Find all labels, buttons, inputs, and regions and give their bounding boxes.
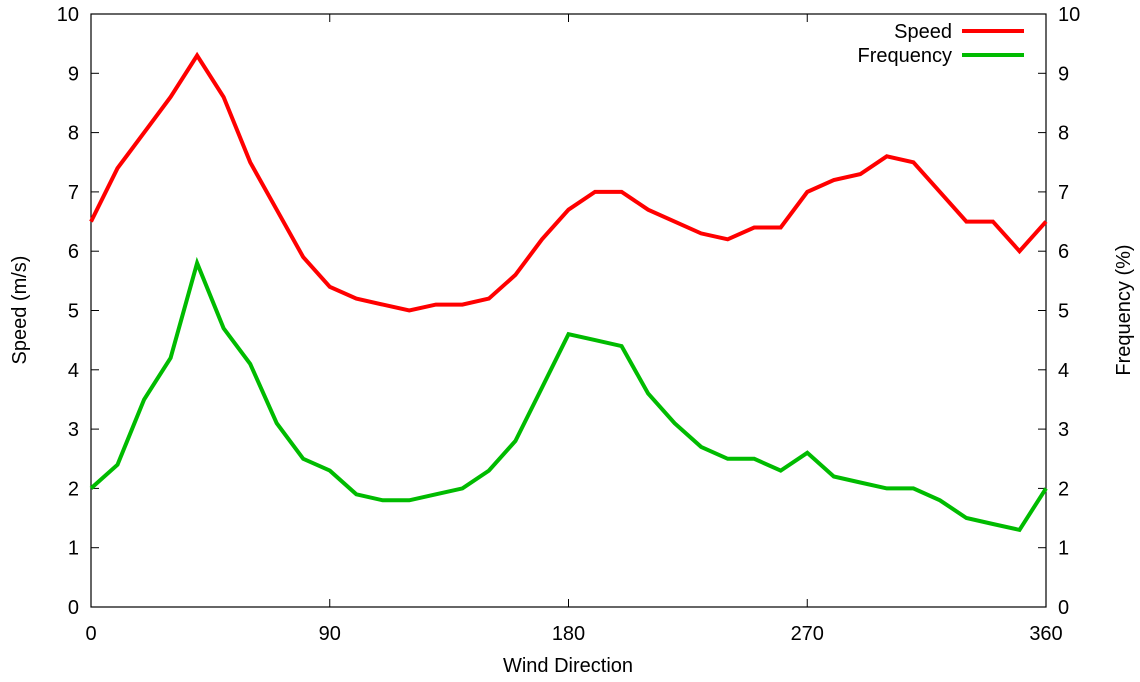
y-tick-label: 6 (68, 241, 79, 263)
y2-tick-label: 7 (1058, 182, 1069, 204)
y2-tick-label: 2 (1058, 478, 1069, 500)
y-axis-title: Speed (m/s) (9, 256, 31, 365)
legend-label-speed: Speed (894, 21, 952, 43)
y-tick-label: 0 (68, 597, 79, 619)
y-tick-label: 9 (68, 63, 79, 85)
y2-tick-label: 4 (1058, 360, 1069, 382)
y-tick-label: 5 (68, 301, 79, 323)
x-tick-label: 180 (552, 623, 585, 645)
y2-tick-label: 1 (1058, 538, 1069, 560)
legend-label-frequency: Frequency (858, 45, 953, 67)
y2-tick-label: 5 (1058, 301, 1069, 323)
x-tick-label: 270 (791, 623, 824, 645)
series-lines (89, 51, 1048, 533)
y2-tick-label: 0 (1058, 597, 1069, 619)
y-tick-label: 7 (68, 182, 79, 204)
series-line-speed (89, 51, 1048, 313)
y2-tick-label: 3 (1058, 419, 1069, 441)
x-tick-label: 360 (1029, 623, 1062, 645)
y-tick-label: 3 (68, 419, 79, 441)
y2-axis-title: Frequency (%) (1113, 244, 1135, 375)
x-axis-title: Wind Direction (503, 655, 633, 677)
tick-marks (90, 13, 1047, 608)
y2-tick-label: 8 (1058, 123, 1069, 145)
y-tick-label: 1 (68, 538, 79, 560)
y-tick-label: 2 (68, 478, 79, 500)
y2-tick-label: 9 (1058, 63, 1069, 85)
y2-tick-label: 10 (1058, 4, 1080, 26)
x-tick-label: 0 (85, 623, 96, 645)
y-tick-label: 4 (68, 360, 79, 382)
tick-labels: 0 1 2 3 4 5 6 7 8 9 10 0 1 2 3 4 5 6 7 8 9 10 0 90 180 270 360 (57, 4, 1081, 645)
y-tick-label: 8 (68, 123, 79, 145)
legend: Speed Frequency (858, 21, 1024, 67)
y-tick-label: 10 (57, 4, 79, 26)
x-tick-label: 90 (319, 623, 341, 645)
y2-tick-label: 6 (1058, 241, 1069, 263)
plot-frame (90, 13, 1047, 608)
series-line-frequency (89, 256, 1048, 533)
